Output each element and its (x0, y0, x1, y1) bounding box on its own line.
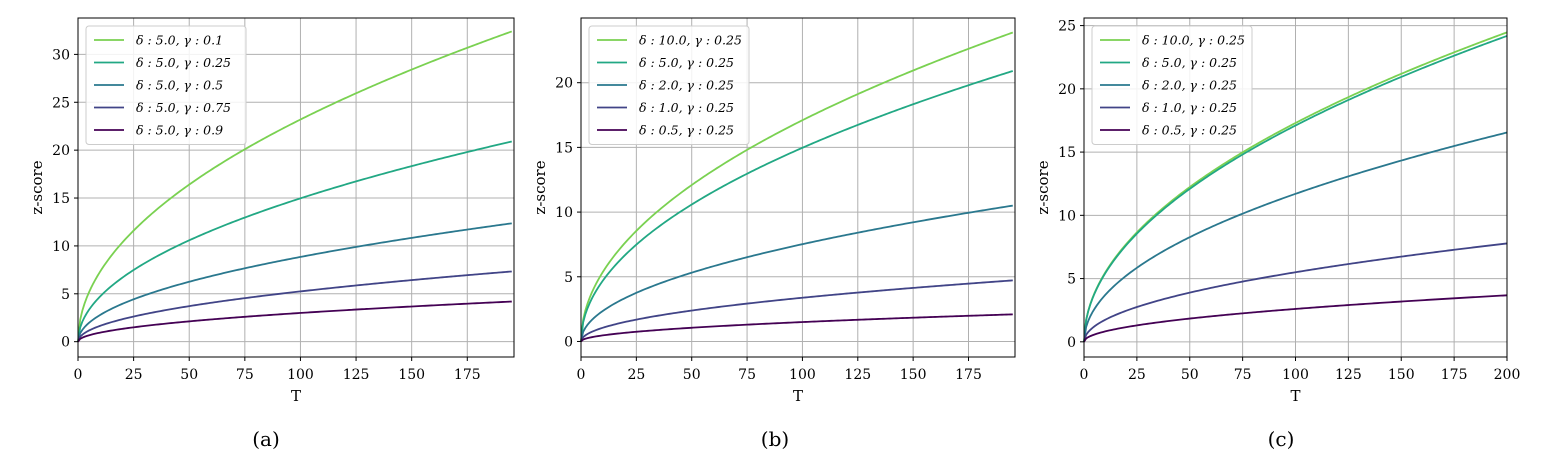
series-line (1083, 31, 1508, 342)
x-tick-label: 25 (1128, 367, 1146, 383)
x-tick-label: 25 (627, 367, 645, 383)
y-tick-label: 5 (61, 287, 70, 303)
x-tick-label: 100 (287, 367, 314, 383)
y-axis-label: z-score (28, 160, 46, 214)
x-tick-label: 125 (343, 367, 370, 383)
y-tick-label: 20 (555, 76, 573, 92)
y-tick-label: 10 (555, 205, 573, 221)
x-tick-label: 0 (577, 367, 586, 383)
x-tick-label: 150 (900, 367, 927, 383)
legend-box (1091, 25, 1253, 145)
y-tick-label: 30 (52, 47, 70, 63)
y-tick-label: 5 (564, 270, 573, 286)
y-tick-label: 0 (1067, 335, 1076, 351)
legend-entry: δ : 0.5, γ : 0.25 (639, 123, 734, 138)
y-tick-label: 15 (52, 191, 70, 207)
x-tick-label: 75 (738, 367, 756, 383)
legend-entry: δ : 5.0, γ : 0.25 (639, 55, 734, 70)
series-line (1083, 294, 1508, 343)
legend-entry: δ : 0.5, γ : 0.25 (1142, 123, 1237, 138)
x-tick-label: 100 (1282, 367, 1309, 383)
legend-entry: δ : 2.0, γ : 0.25 (1142, 78, 1237, 93)
y-tick-label: 20 (52, 143, 70, 159)
y-tick-label: 20 (1058, 82, 1076, 98)
legend-entry: δ : 10.0, γ : 0.25 (1142, 33, 1245, 48)
chart-panel-2: 0 25 50 75 100 125 150 175 0 5 10 15 20 Tz-score δ : 1… (531, 17, 1016, 451)
legend-entry: δ : 5.0, γ : 0.9 (136, 123, 223, 138)
legend-box (588, 25, 750, 145)
x-axis-label: T (291, 387, 301, 405)
y-tick-label: 5 (1067, 272, 1076, 288)
x-axis-label: T (1290, 387, 1300, 405)
x-tick-label: 50 (1181, 367, 1199, 383)
series-line (580, 204, 1013, 342)
axes-frame (77, 17, 515, 358)
x-tick-label: 200 (1494, 367, 1521, 383)
panel-label: (a) (252, 427, 280, 451)
x-tick-label: 125 (1335, 367, 1362, 383)
x-tick-label: 150 (398, 367, 425, 383)
series-line (77, 270, 512, 343)
x-axis-label: T (793, 387, 803, 405)
legend-entry: δ : 5.0, γ : 0.25 (1142, 55, 1237, 70)
x-tick-label: 75 (1234, 367, 1252, 383)
y-tick-label: 0 (564, 334, 573, 350)
series-line (1083, 242, 1508, 343)
panel-label: (c) (1268, 427, 1295, 451)
series-line (77, 222, 512, 342)
y-tick-label: 15 (1058, 145, 1076, 161)
legend-box (85, 25, 247, 145)
x-tick-label: 100 (789, 367, 816, 383)
series-line (77, 30, 513, 342)
y-tick-label: 25 (52, 95, 70, 111)
legend-entry: δ : 10.0, γ : 0.25 (639, 33, 742, 48)
series-line (580, 31, 1014, 342)
series-line (77, 140, 512, 342)
x-tick-label: 75 (236, 367, 254, 383)
legend-entry: δ : 1.0, γ : 0.25 (639, 100, 734, 115)
series-line (77, 300, 512, 343)
series-line (580, 70, 1014, 342)
legend-entry: δ : 5.0, γ : 0.25 (136, 55, 231, 70)
x-tick-label: 125 (844, 367, 871, 383)
axes-frame (580, 17, 1016, 358)
series-line (1083, 35, 1508, 342)
y-axis-label: z-score (531, 160, 549, 214)
x-tick-label: 150 (1388, 367, 1415, 383)
legend-entry: δ : 5.0, γ : 0.1 (136, 33, 223, 48)
series-line (580, 279, 1013, 342)
x-tick-label: 50 (180, 367, 198, 383)
y-axis-label: z-score (1034, 160, 1052, 214)
y-tick-label: 0 (61, 335, 70, 351)
panel-label: (b) (761, 427, 789, 451)
y-tick-label: 15 (555, 140, 573, 156)
legend-entry: δ : 2.0, γ : 0.25 (639, 78, 734, 93)
legend-entry: δ : 1.0, γ : 0.25 (1142, 100, 1237, 115)
x-tick-label: 175 (955, 367, 982, 383)
y-tick-label: 25 (1058, 19, 1076, 35)
series-line (580, 313, 1013, 343)
x-tick-label: 0 (1080, 367, 1089, 383)
x-tick-label: 50 (683, 367, 701, 383)
legend-entry: δ : 5.0, γ : 0.5 (136, 78, 223, 93)
x-tick-label: 175 (1441, 367, 1468, 383)
x-tick-label: 175 (454, 367, 481, 383)
y-tick-label: 10 (52, 239, 70, 255)
legend-entry: δ : 5.0, γ : 0.75 (136, 100, 231, 115)
chart-panel-3: 0 25 50 75 100 125 150 175 200 0 5 10 15 20 25 Tz-score… (1034, 17, 1521, 451)
series-line (1083, 131, 1508, 342)
chart-panel-1: 0 25 50 75 100 125 150 175 0 5 10 15 20 25 30 Tz-score δ… (28, 17, 515, 451)
x-tick-label: 25 (125, 367, 143, 383)
x-tick-label: 0 (74, 367, 83, 383)
y-tick-label: 10 (1058, 208, 1076, 224)
